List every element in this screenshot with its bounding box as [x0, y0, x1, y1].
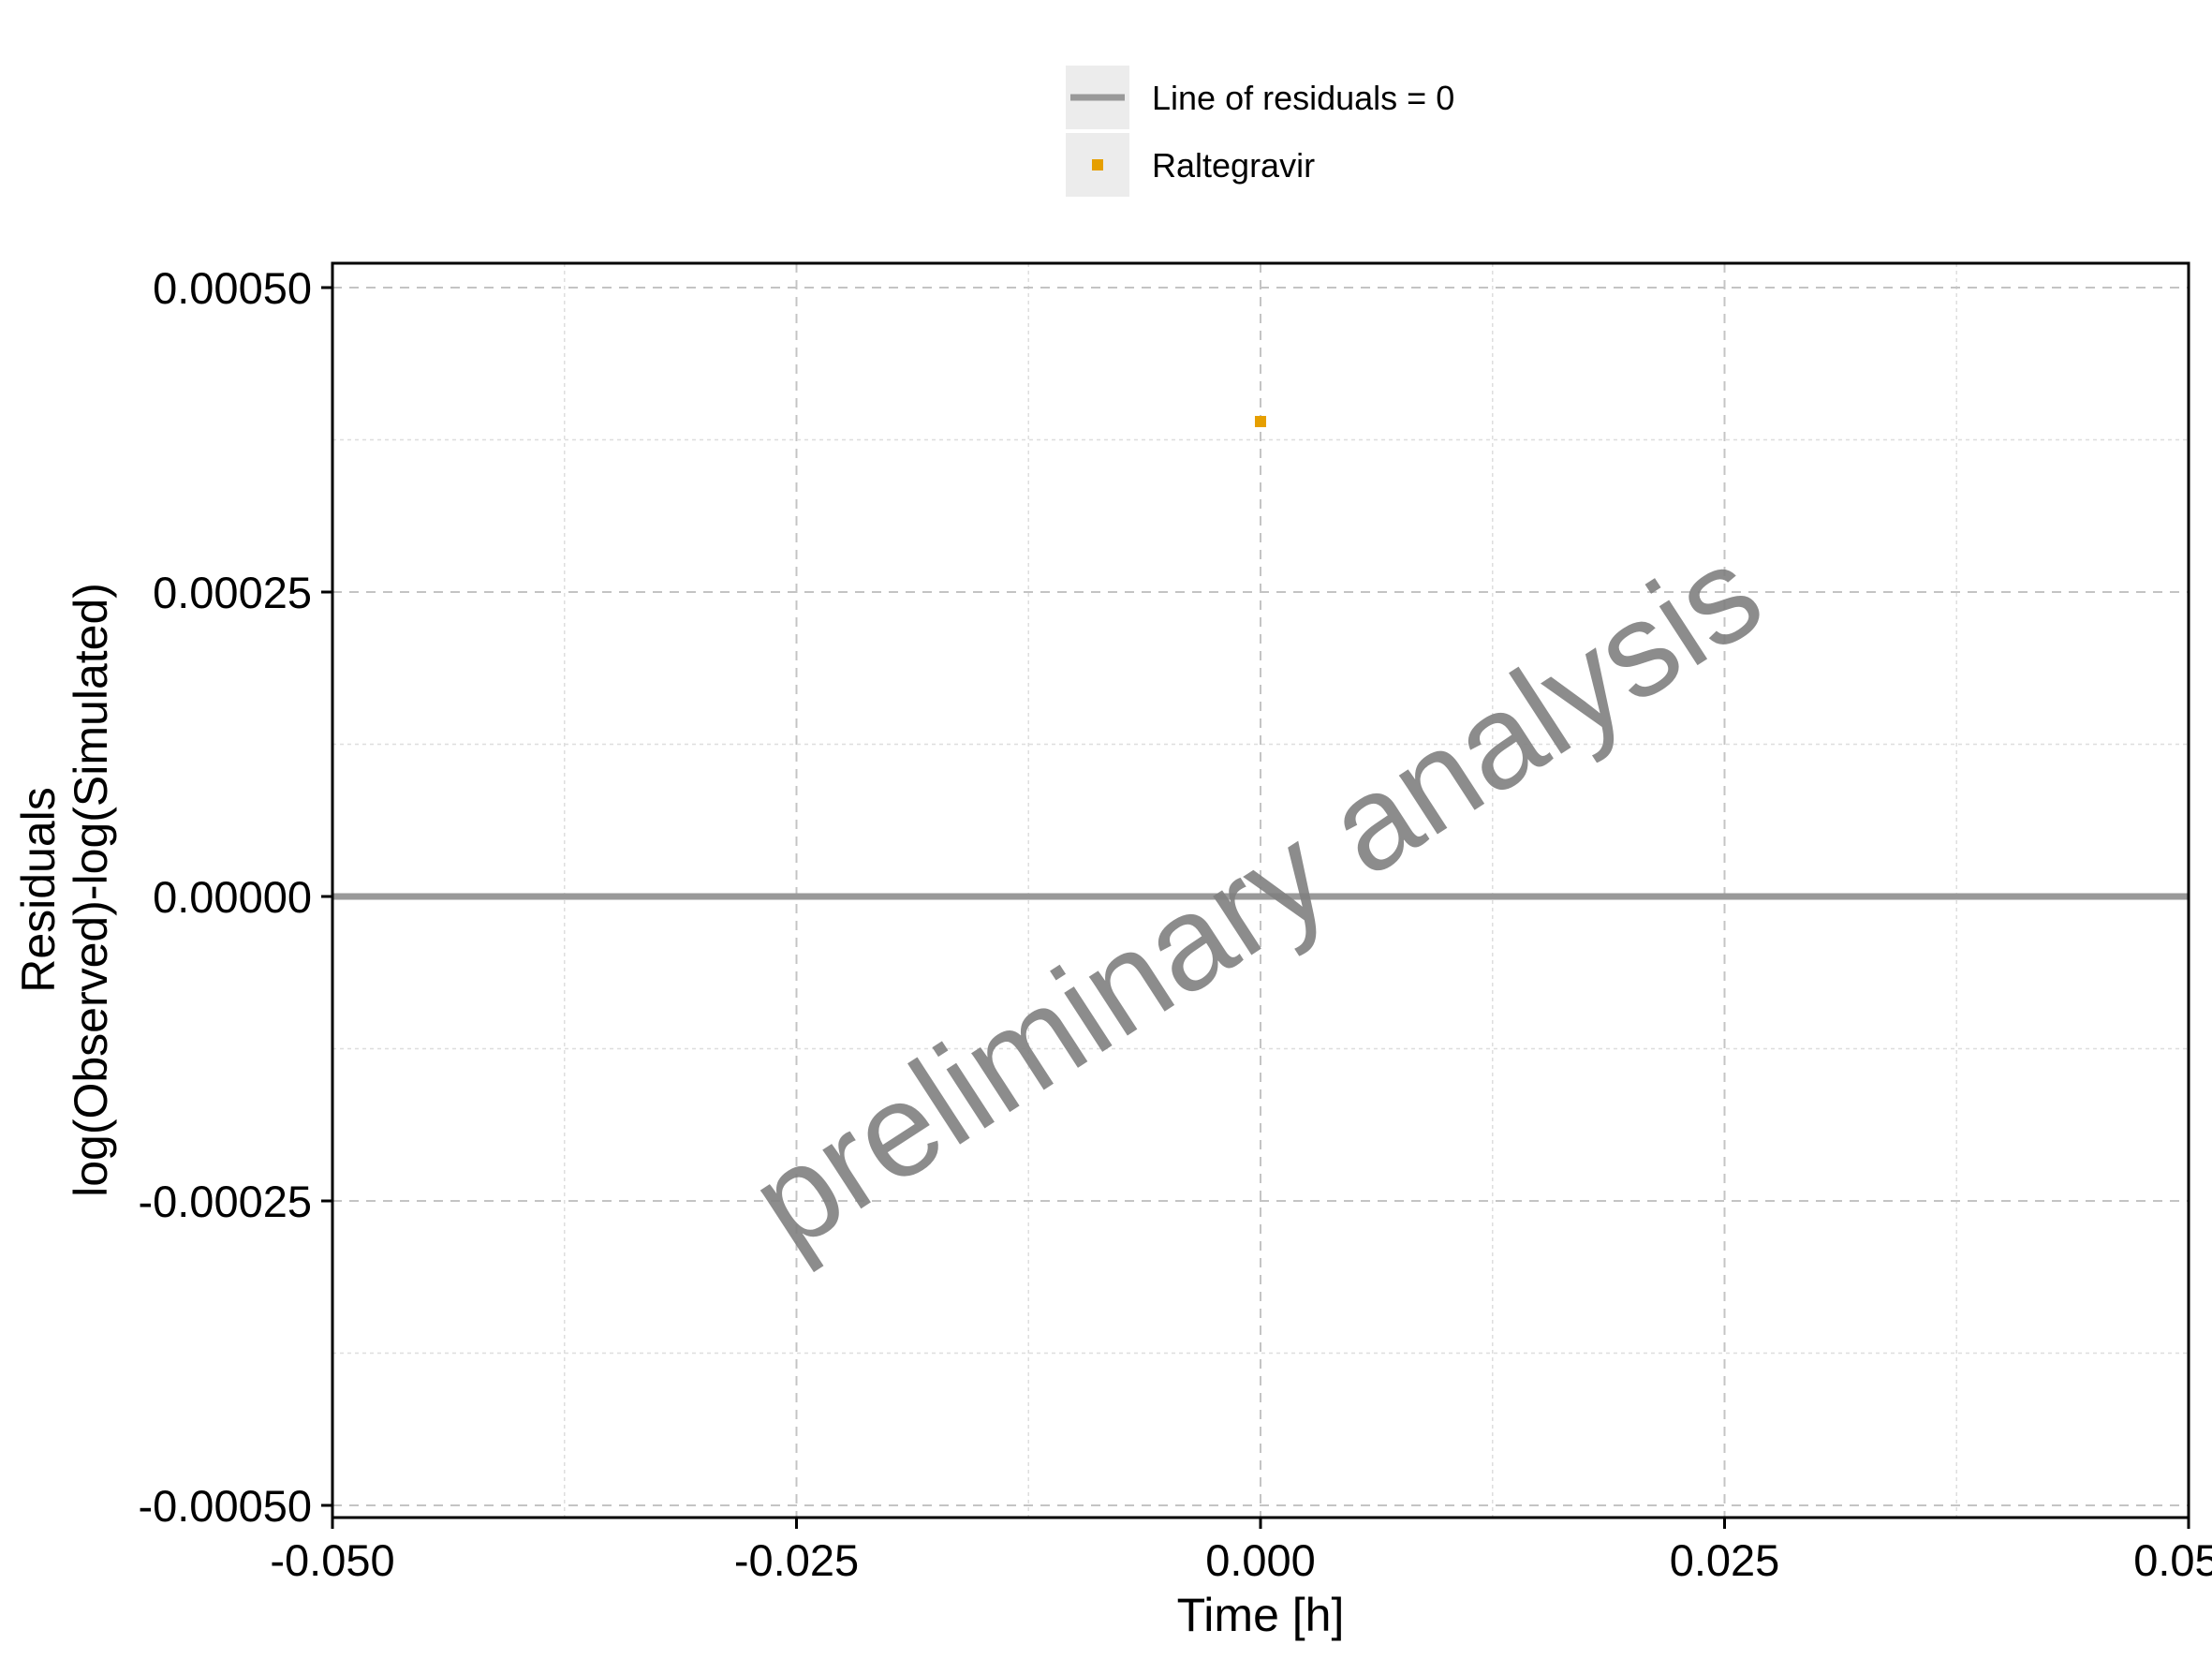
y-tick-label: 0.00000 [153, 872, 312, 922]
legend-key-raltegravir-marker [1092, 159, 1103, 170]
legend: Line of residuals = 0 Raltegravir [1066, 66, 1454, 197]
legend-label-raltegravir: Raltegravir [1152, 146, 1315, 185]
data-points [1255, 416, 1266, 427]
y-tick-label: 0.00050 [153, 263, 312, 313]
x-tick-label: 0.050 [2133, 1535, 2212, 1585]
x-tick-label: -0.050 [270, 1535, 394, 1585]
y-tick-label: -0.00050 [138, 1481, 312, 1531]
x-axis-title: Time [h] [1177, 1589, 1345, 1641]
data-point-raltegravir [1255, 416, 1266, 427]
x-tick-label: 0.000 [1205, 1535, 1316, 1585]
y-axis-title-line-2: log(Observed)-log(Simulated) [65, 583, 117, 1197]
x-tick-label: -0.025 [734, 1535, 859, 1585]
legend-label-reference-line: Line of residuals = 0 [1152, 79, 1454, 117]
plot-panel-border [331, 261, 2190, 1519]
y-tick-label: -0.00025 [138, 1177, 312, 1226]
y-axis-title-line-1: Residuals [12, 787, 65, 993]
y-axis-ticks: 0.00050 0.00025 0.00000 -0.00025 -0.00050 [138, 263, 332, 1531]
x-tick-label: 0.025 [1670, 1535, 1780, 1585]
x-axis-ticks: -0.050 -0.025 0.000 0.025 0.050 [270, 1518, 2212, 1585]
y-tick-label: 0.00025 [153, 568, 312, 617]
